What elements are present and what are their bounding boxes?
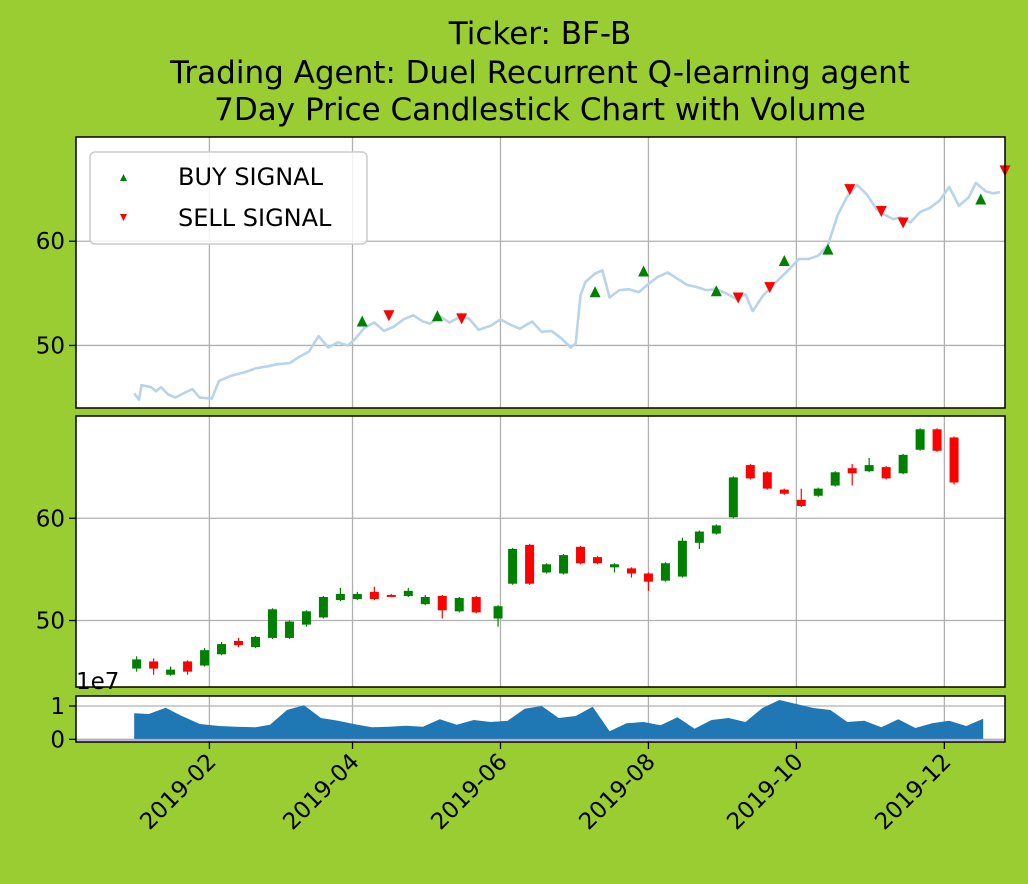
candle-down	[576, 546, 586, 564]
candle-down	[593, 557, 603, 564]
buy-signal-marker	[356, 315, 368, 327]
legend-box	[89, 151, 368, 245]
buy-signal-marker	[589, 286, 601, 298]
candle-down	[762, 472, 772, 489]
candle-up	[660, 563, 670, 581]
candle-up	[493, 606, 503, 619]
candle-up	[915, 429, 925, 450]
candle-down	[949, 437, 959, 483]
candle-down	[796, 499, 806, 506]
title-line-3: 7Day Price Candlestick Chart with Volume	[214, 92, 866, 128]
price-signal-panel: 50 60 BUY SIGNAL SELL SIGNAL	[36, 136, 1011, 409]
candle-up	[864, 465, 874, 472]
buy-signal-marker	[975, 193, 987, 205]
candle-up	[166, 669, 176, 675]
sell-signal-marker	[383, 310, 395, 322]
candle-panel-grid	[76, 416, 1005, 687]
volume-panel-frame	[75, 695, 1006, 743]
sell-signal-marker	[456, 313, 468, 325]
candle-y-tick-label: 60	[36, 506, 65, 532]
candle-down	[386, 594, 396, 597]
legend-sell-label: SELL SIGNAL	[178, 204, 332, 232]
buy-signal-marker	[431, 310, 443, 322]
candle-up	[301, 611, 311, 625]
volume-y-tick-label: 1	[50, 694, 65, 720]
candle-up	[898, 454, 908, 474]
volume-area	[134, 700, 984, 740]
candle-down	[369, 591, 379, 600]
candle-down	[471, 597, 481, 613]
candle-down	[881, 467, 891, 479]
price-panel-frame	[75, 136, 1006, 409]
candle-panel-y-ticks: 50 60	[36, 506, 76, 635]
candles-layer	[132, 428, 959, 676]
candle-down	[847, 468, 857, 474]
sell-signal-marker	[844, 184, 856, 196]
candle-up	[200, 650, 210, 666]
buy-signal-marker	[638, 265, 650, 277]
candle-up	[677, 540, 687, 577]
price-line-layer	[133, 181, 1001, 402]
candle-down	[234, 640, 244, 646]
price-y-tick-label: 50	[36, 333, 65, 359]
candle-up	[711, 525, 721, 534]
buy-signal-marker	[778, 255, 790, 267]
candle-down	[626, 568, 636, 574]
candle-down	[745, 465, 755, 479]
candle-up	[132, 659, 142, 669]
candle-up	[318, 597, 328, 618]
candle-up	[335, 593, 345, 601]
price-panel-y-ticks: 50 60	[36, 229, 76, 359]
volume-offset-label: 1e7	[76, 669, 119, 695]
candle-panel-background	[76, 416, 1005, 687]
candle-up	[609, 564, 619, 568]
candle-up	[728, 477, 738, 518]
candle-up	[403, 590, 413, 596]
candle-down	[779, 489, 789, 494]
buy-signal-marker	[710, 285, 722, 297]
candle-up	[267, 609, 277, 638]
candle-down	[149, 661, 159, 669]
candle-up	[217, 644, 227, 655]
candle-up	[813, 488, 823, 496]
legend-sell-marker	[120, 214, 127, 221]
candle-up	[542, 564, 552, 573]
candlestick-panel: 50 60	[36, 415, 1006, 688]
candle-up	[454, 598, 464, 612]
title-line-2: Trading Agent: Duel Recurrent Q-learning…	[169, 55, 910, 91]
candle-up	[508, 548, 518, 584]
sell-signal-marker	[897, 217, 909, 229]
volume-y-tick-label: 0	[50, 727, 65, 753]
legend-buy-label: BUY SIGNAL	[178, 163, 324, 191]
candle-up	[694, 531, 704, 543]
candle-down	[525, 544, 535, 584]
candle-y-tick-label: 50	[36, 609, 65, 635]
candle-down	[932, 429, 942, 451]
candle-down	[643, 573, 653, 582]
sell-signal-marker	[764, 282, 776, 294]
title-line-1: Ticker: BF-B	[448, 16, 632, 52]
candle-down	[437, 595, 447, 611]
legend-buy-marker	[120, 174, 127, 181]
volume-area-layer	[76, 700, 1005, 741]
candle-up	[284, 621, 294, 638]
sell-signal-marker	[732, 292, 744, 304]
candle-panel-frame	[75, 415, 1006, 688]
candle-up	[420, 597, 430, 605]
candle-up	[250, 636, 260, 648]
candle-up	[830, 472, 840, 486]
candle-down	[183, 661, 193, 672]
legend: BUY SIGNAL SELL SIGNAL	[89, 151, 368, 245]
buy-signal-marker	[822, 243, 834, 255]
volume-panel-y-ticks: 01	[50, 694, 76, 753]
candle-up	[352, 593, 362, 600]
price-y-tick-label: 60	[36, 229, 65, 255]
price-line	[133, 181, 1001, 402]
sell-signal-marker	[875, 206, 887, 218]
candle-up	[559, 555, 569, 574]
